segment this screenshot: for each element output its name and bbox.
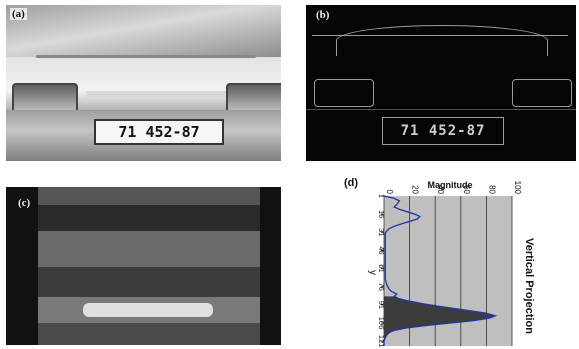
projection-svg: 1 16 31 46 61 76 91 106 121 0 20 40 60 80 100 Magnitu… — [344, 178, 535, 348]
row-tick-label: 91 — [377, 301, 386, 309]
panel-b-label: (b) — [316, 9, 330, 21]
magnitude-tick-label: 20 — [411, 185, 420, 194]
row-tick-label: 31 — [377, 228, 386, 236]
hood-edge — [36, 55, 256, 58]
band-mid — [38, 231, 260, 267]
axis-symbol-y: y — [367, 270, 378, 275]
row-tick-label: 61 — [377, 264, 386, 272]
edge-bumper — [306, 109, 576, 158]
edge-plate — [382, 117, 504, 145]
band-dark-1 — [38, 205, 260, 231]
edge-left-headlamp — [314, 79, 374, 107]
row-tick-label: 46 — [377, 246, 386, 254]
vertical-projection-chart: 1 16 31 46 61 76 91 106 121 0 20 40 60 80 100 Magnitu… — [330, 178, 578, 349]
band-bottom — [38, 323, 260, 345]
magnitude-tick-label: 60 — [462, 185, 471, 194]
photo-car-front: 71 452-87 (a) — [6, 5, 281, 161]
magnitude-tick-label: 40 — [436, 185, 445, 194]
panel-a-label: (a) — [10, 8, 27, 20]
projection-fill — [384, 296, 496, 346]
band-top — [38, 187, 260, 205]
row-tick-label: 121 — [377, 335, 386, 348]
row-tick-label: 106 — [377, 317, 386, 330]
magnitude-tick-label: 80 — [487, 185, 496, 194]
windshield — [6, 5, 281, 57]
right-headlamp — [226, 83, 281, 113]
edge-plate-text: 71 452-87 — [400, 123, 486, 139]
panel-c-label: (c) — [18, 197, 31, 209]
row-tick-label: 16 — [377, 210, 386, 218]
left-headlamp — [12, 83, 78, 113]
row-tick-label: 76 — [377, 283, 386, 291]
panel-d-label: (d) — [344, 178, 358, 189]
license-plate: 71 452-87 — [94, 119, 224, 145]
edge-image: 71 452-87 (b) — [306, 5, 576, 161]
row-tick-label: 1 — [377, 194, 386, 198]
magnitude-tick-label: 0 — [385, 190, 394, 195]
plate-region — [83, 303, 213, 317]
grille — [86, 91, 226, 97]
edge-windshield — [336, 25, 548, 56]
magnitude-tick-label: 100 — [513, 181, 522, 195]
band-dark-2 — [38, 267, 260, 297]
edge-right-headlamp — [512, 79, 572, 107]
gradient-image: (c) — [6, 187, 281, 345]
vertical-projection-label: Vertical Projection — [523, 238, 535, 334]
band-plate-bright — [38, 297, 260, 323]
projection-line — [383, 195, 498, 346]
magnitude-axis-title: Magnitude — [428, 180, 473, 190]
